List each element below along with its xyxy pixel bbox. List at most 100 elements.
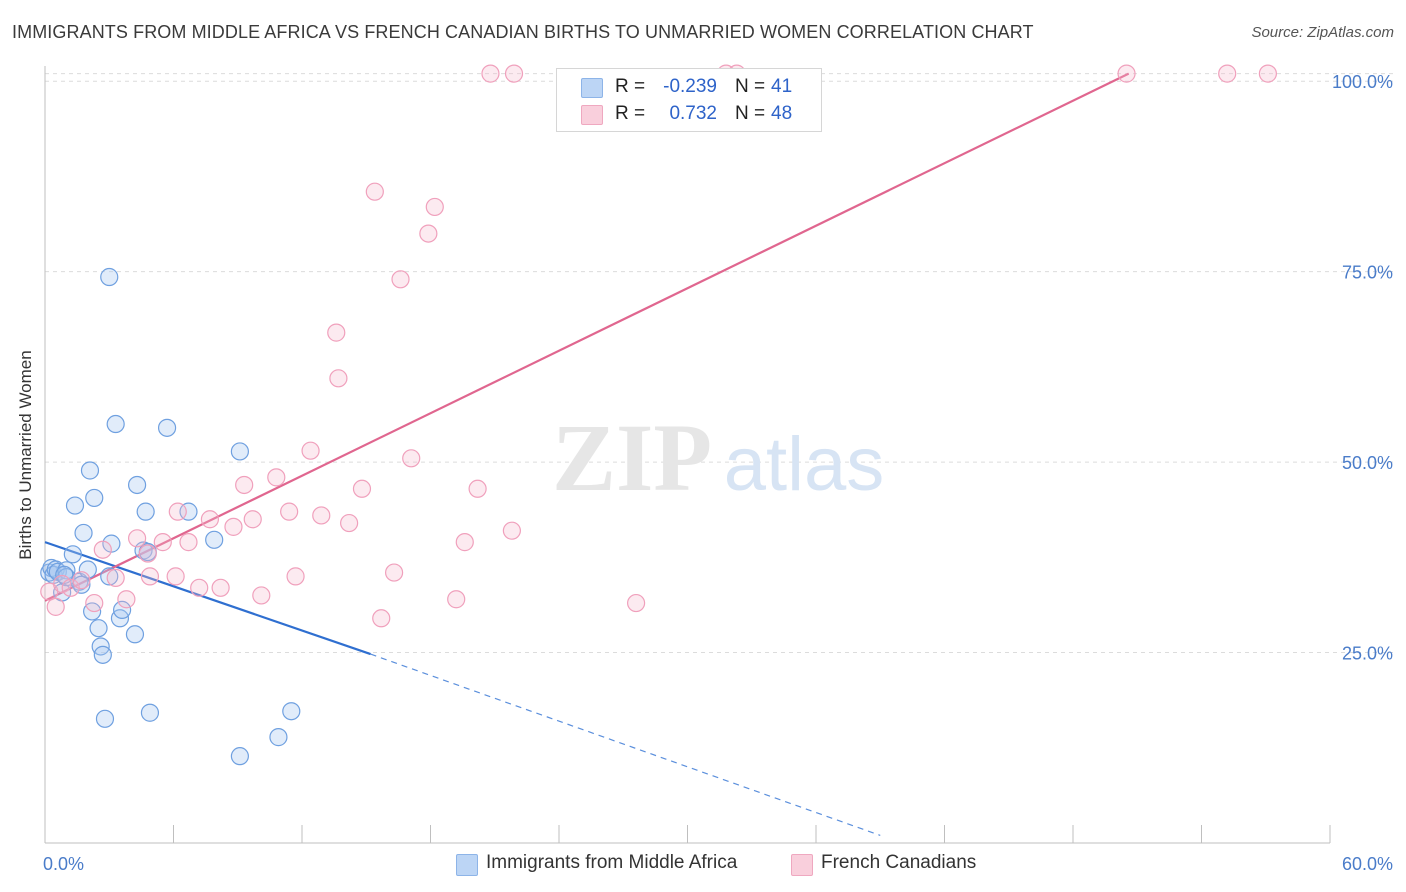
point-middle-africa <box>106 414 125 434</box>
point-french-canadians <box>166 567 185 586</box>
point-middle-africa <box>230 747 249 766</box>
point-french-canadians <box>447 590 466 609</box>
point-middle-africa <box>95 709 115 728</box>
point-french-canadians <box>85 593 104 613</box>
point-french-canadians <box>200 510 220 529</box>
watermark-zip: ZIP <box>552 404 712 511</box>
n-label: N = <box>735 76 766 97</box>
point-french-canadians <box>384 563 404 582</box>
point-middle-africa <box>72 575 91 594</box>
point-middle-africa <box>269 728 288 747</box>
point-french-canadians <box>286 567 305 586</box>
point-french-canadians <box>138 544 157 563</box>
point-french-canadians <box>626 593 646 613</box>
point-french-canadians <box>329 369 348 388</box>
point-french-canadians <box>502 521 521 540</box>
legend-swatch-pink <box>791 854 813 876</box>
trend-line-middle-africa <box>44 541 371 656</box>
y-tick-labels: 25.0% 50.0% 75.0% 100.0% <box>1332 72 1393 663</box>
point-middle-africa <box>157 418 177 437</box>
point-middle-africa <box>93 645 112 664</box>
stats-swatch-blue <box>581 78 603 98</box>
point-middle-africa <box>125 625 145 644</box>
point-middle-africa <box>85 488 104 508</box>
point-french-canadians <box>301 441 320 460</box>
x-tick-label: 0.0% <box>43 854 84 874</box>
point-middle-africa <box>282 702 301 721</box>
point-french-canadians <box>391 270 410 289</box>
point-french-canadians <box>365 182 384 201</box>
legend-swatch-blue <box>456 854 478 876</box>
point-french-canadians <box>468 479 487 498</box>
point-french-canadians <box>267 468 286 487</box>
point-french-canadians <box>280 502 299 521</box>
point-french-canadians <box>211 578 230 597</box>
point-french-canadians <box>224 517 243 536</box>
point-middle-africa <box>140 703 160 722</box>
point-middle-africa <box>78 560 97 579</box>
stats-row-french-canadians: R = 0.732 N = 48 <box>557 101 821 127</box>
trend-lines <box>44 72 1130 836</box>
n-value: 48 <box>771 103 793 124</box>
stats-swatch-pink <box>581 105 603 125</box>
point-middle-africa <box>63 545 82 564</box>
point-middle-africa <box>100 567 119 586</box>
point-french-canadians <box>425 197 444 217</box>
point-french-canadians <box>243 510 262 529</box>
point-french-canadians <box>402 449 421 468</box>
point-french-canadians <box>93 540 112 559</box>
y-tick-label: 100.0% <box>1332 72 1393 92</box>
stats-row-middle-africa: R = -0.239 N = 41 <box>557 74 821 100</box>
point-french-canadians <box>252 586 271 605</box>
x-tick-label: 60.0% <box>1342 854 1393 874</box>
point-french-canadians <box>190 578 209 597</box>
point-french-canadians <box>340 513 359 533</box>
trend-line-french-canadians <box>44 72 1130 602</box>
point-french-canadians <box>327 323 346 342</box>
chart-legend: Immigrants from Middle Africa French Can… <box>0 852 1406 878</box>
r-label: R = <box>615 103 646 124</box>
point-middle-africa <box>80 461 100 480</box>
watermark-atlas: atlas <box>724 422 885 507</box>
point-french-canadians <box>235 475 254 495</box>
point-french-canadians <box>312 506 331 525</box>
point-french-canadians <box>352 479 372 498</box>
point-middle-africa <box>100 267 119 287</box>
n-value: 41 <box>771 76 793 97</box>
point-middle-africa <box>89 619 108 638</box>
correlation-stats-box: R = -0.239 N = 41 R = 0.732 N = 48 <box>556 68 822 132</box>
point-french-canadians <box>455 533 474 552</box>
y-tick-label: 50.0% <box>1342 453 1393 473</box>
data-points <box>40 64 1277 766</box>
point-french-canadians <box>140 567 160 586</box>
point-french-canadians <box>127 529 147 548</box>
r-label: R = <box>615 76 646 97</box>
trend-line-middle-africa-extension <box>370 653 881 836</box>
point-french-canadians <box>53 574 72 594</box>
point-french-canadians <box>372 609 391 628</box>
y-tick-label: 25.0% <box>1342 644 1393 664</box>
point-french-canadians <box>481 64 500 83</box>
point-middle-africa <box>112 600 132 620</box>
legend-label: French Canadians <box>821 852 977 873</box>
point-french-canadians <box>46 597 65 616</box>
point-french-canadians <box>179 533 198 552</box>
point-middle-africa <box>205 530 224 549</box>
point-middle-africa <box>136 502 155 521</box>
point-french-canadians <box>1218 64 1237 83</box>
point-middle-africa <box>74 523 93 543</box>
point-french-canadians <box>168 502 187 521</box>
gridlines <box>45 73 1395 654</box>
source-credit: Source: ZipAtlas.com <box>1251 24 1394 41</box>
point-french-canadians <box>419 224 438 243</box>
n-label: N = <box>735 103 766 124</box>
point-french-canadians <box>153 533 172 552</box>
r-value: -0.239 <box>663 76 717 97</box>
point-french-canadians <box>1258 64 1277 83</box>
legend-label: Immigrants from Middle Africa <box>486 852 738 873</box>
x-tick-labels: 0.0% 60.0% <box>43 854 1393 874</box>
point-middle-africa <box>65 496 85 515</box>
point-middle-africa <box>127 475 147 495</box>
point-french-canadians <box>72 571 91 590</box>
